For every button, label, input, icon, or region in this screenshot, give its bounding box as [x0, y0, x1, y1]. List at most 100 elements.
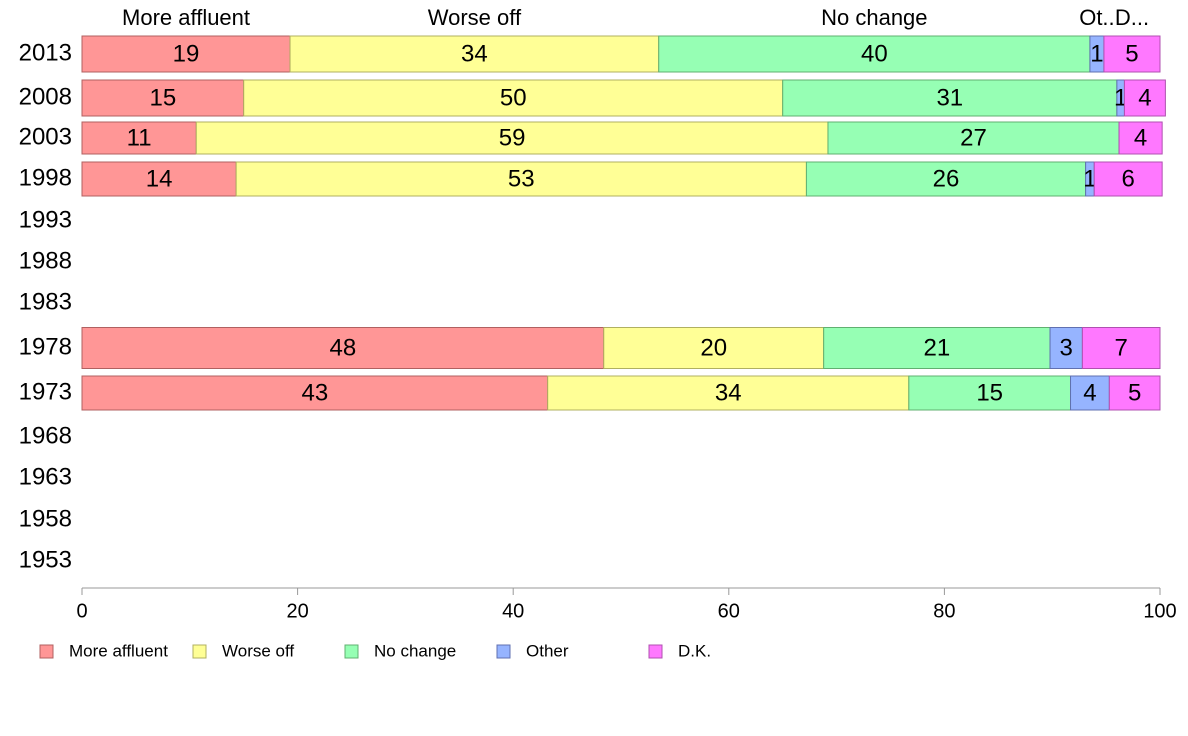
- year-label: 2003: [19, 123, 72, 150]
- bar-segment: [81, 121, 197, 155]
- data-label: 4: [1134, 124, 1147, 151]
- data-label: 43: [301, 379, 328, 406]
- bar-segment: [81, 327, 605, 369]
- bar-segment: [195, 121, 829, 155]
- bar-segment: [81, 35, 291, 73]
- data-label: 27: [960, 124, 987, 151]
- data-label: 31: [936, 84, 963, 111]
- column-headers: More affluent Worse off No change Ot.. D...: [122, 5, 1149, 30]
- year-label: 2013: [19, 39, 72, 66]
- data-label: 1: [1083, 165, 1096, 192]
- data-label: 26: [933, 165, 960, 192]
- bars: 19 34 40 1 515 50 31 1 411 59 27 414 53 26 1 648 20 21 3 74…: [81, 35, 1166, 411]
- bar-row: 11 59 27 4: [81, 121, 1163, 155]
- year-label: 1963: [19, 463, 72, 490]
- data-label: 19: [173, 40, 200, 67]
- x-tick-label: 60: [718, 600, 740, 622]
- bar-segment: [243, 79, 784, 117]
- bar-segment: [81, 375, 549, 411]
- bar-segment: [547, 375, 910, 411]
- data-label: 4: [1083, 379, 1096, 406]
- year-label: 1973: [19, 378, 72, 405]
- data-label: 20: [700, 334, 727, 361]
- data-label: 6: [1122, 165, 1135, 192]
- bar-segment: [827, 121, 1120, 155]
- bar-segment: [1070, 375, 1110, 411]
- year-label: 1968: [19, 422, 72, 449]
- bar-row: 19 34 40 1 5: [81, 35, 1161, 73]
- year-label: 1953: [19, 546, 72, 573]
- year-label: 1988: [19, 247, 72, 274]
- data-label: 5: [1128, 379, 1141, 406]
- x-tick-label: 80: [933, 600, 955, 622]
- data-label: 5: [1125, 40, 1138, 67]
- bar-segment: [1103, 35, 1161, 73]
- year-label: 1998: [19, 164, 72, 191]
- legend: More affluent Worse off No change Other D.K.: [39, 641, 711, 660]
- legend-swatch: [192, 644, 207, 659]
- year-label: 1978: [19, 333, 72, 360]
- column-header: D...: [1115, 5, 1149, 30]
- bar-row: 14 53 26 1 6: [81, 161, 1163, 197]
- column-header: Ot..: [1079, 5, 1114, 30]
- legend-label: Worse off: [222, 641, 294, 660]
- data-label: 34: [461, 40, 488, 67]
- data-label: 21: [924, 334, 951, 361]
- x-tick-label: 20: [286, 600, 308, 622]
- legend-item: D.K.: [648, 641, 711, 660]
- x-tick-label: 40: [502, 600, 524, 622]
- bar-segment: [908, 375, 1072, 411]
- bar-segment: [805, 161, 1087, 197]
- column-header: Worse off: [428, 5, 522, 30]
- bar-segment: [658, 35, 1091, 73]
- data-label: 40: [861, 40, 888, 67]
- legend-item: No change: [344, 641, 456, 660]
- year-label: 1983: [19, 288, 72, 315]
- legend-swatch: [344, 644, 359, 659]
- x-axis: 0 20 40 60 80 100: [76, 587, 1177, 622]
- legend-item: Worse off: [192, 641, 294, 660]
- column-header: More affluent: [122, 5, 250, 30]
- data-label: 59: [499, 124, 526, 151]
- year-labels: 2013 2008 2003 1998 1993 1988 1983 1978 1973 1968…: [19, 39, 72, 573]
- data-label: 34: [715, 379, 742, 406]
- data-label: 48: [330, 334, 357, 361]
- legend-label: D.K.: [678, 641, 711, 660]
- bar-row: 43 34 15 4 5: [81, 375, 1161, 411]
- data-label: 14: [146, 165, 173, 192]
- bar-segment: [81, 161, 237, 197]
- year-label: 1958: [19, 505, 72, 532]
- bar-segment: [235, 161, 807, 197]
- legend-item: More affluent: [39, 641, 168, 660]
- legend-swatch: [648, 644, 663, 659]
- bar-segment: [1093, 161, 1163, 197]
- data-label: 3: [1060, 334, 1073, 361]
- bar-segment: [1123, 79, 1166, 117]
- bar-row: 15 50 31 1 4: [81, 79, 1166, 117]
- legend-swatch: [496, 644, 511, 659]
- bar-segment: [81, 79, 245, 117]
- legend-item: Other: [496, 641, 569, 660]
- column-header: No change: [821, 5, 927, 30]
- bar-row: 48 20 21 3 7: [81, 327, 1161, 369]
- bar-segment: [823, 327, 1051, 369]
- data-label: 53: [508, 165, 535, 192]
- data-label: 50: [500, 84, 527, 111]
- bar-segment: [1108, 375, 1161, 411]
- legend-label: No change: [374, 641, 456, 660]
- bar-segment: [1081, 327, 1161, 369]
- data-label: 4: [1138, 84, 1151, 111]
- bar-segment: [1118, 121, 1163, 155]
- year-label: 1993: [19, 206, 72, 233]
- year-label: 2008: [19, 83, 72, 110]
- x-tick-label: 100: [1143, 600, 1176, 622]
- data-label: 7: [1115, 334, 1128, 361]
- bar-segment: [289, 35, 660, 73]
- bar-segment: [603, 327, 825, 369]
- legend-label: Other: [526, 641, 569, 660]
- data-label: 11: [127, 124, 152, 151]
- data-label: 15: [149, 84, 176, 111]
- data-label: 15: [976, 379, 1003, 406]
- x-tick-label: 0: [76, 600, 87, 622]
